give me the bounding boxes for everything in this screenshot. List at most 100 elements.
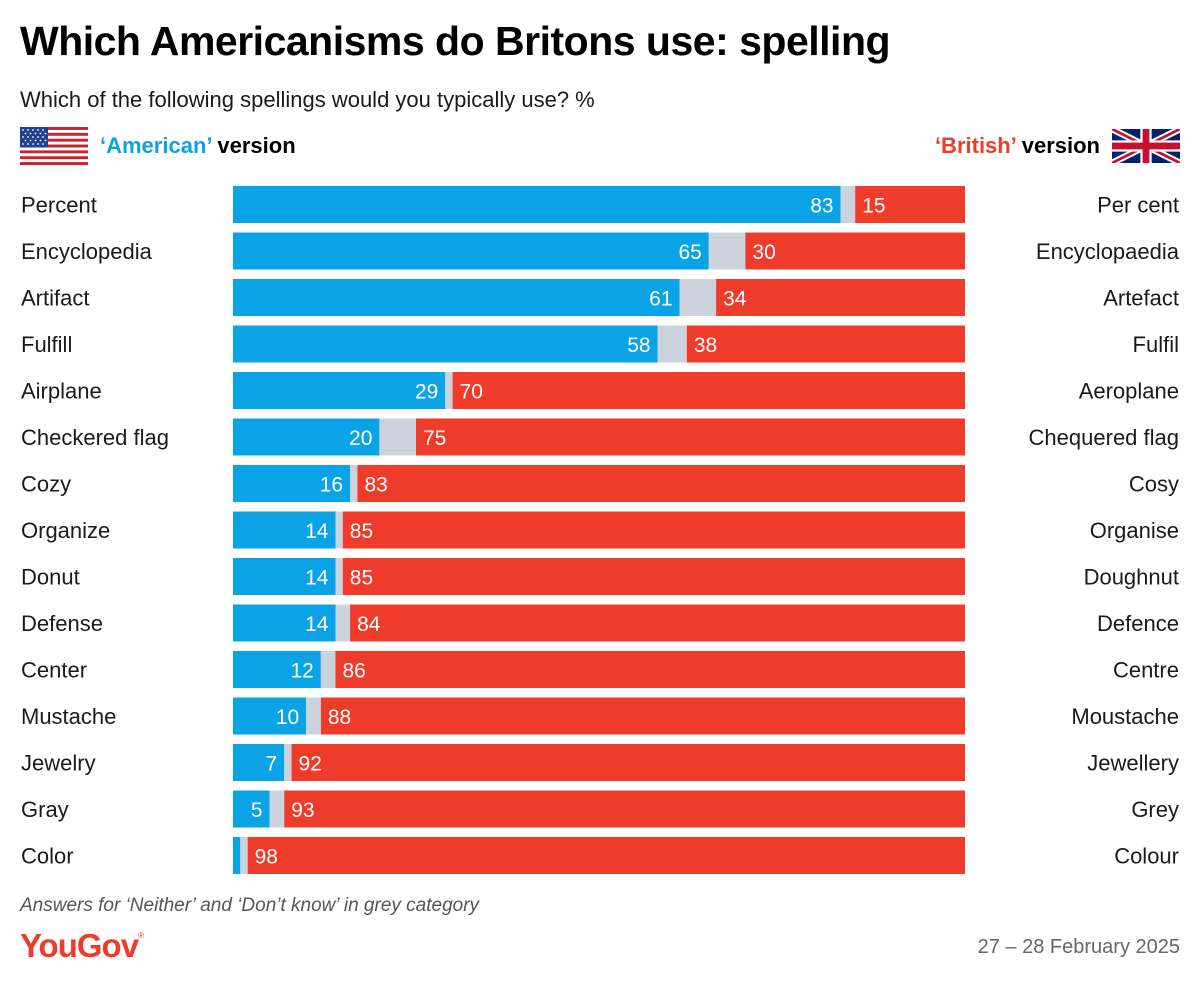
american-bar <box>233 790 270 828</box>
neither-bar <box>657 325 687 363</box>
us-flag-icon <box>20 127 88 165</box>
british-value-label: 86 <box>342 660 365 683</box>
legend-british-rest: version <box>1015 133 1100 158</box>
british-value-label: 85 <box>350 520 373 543</box>
american-value-label: 5 <box>251 799 263 822</box>
british-bar <box>416 418 965 456</box>
american-bar <box>233 418 380 456</box>
neither-bar <box>320 651 336 688</box>
american-value-label: 83 <box>810 195 833 218</box>
legend-american: ‘American’ version <box>20 126 296 166</box>
neither-bar <box>269 790 285 828</box>
neither-bar <box>284 744 292 781</box>
british-value-label: 84 <box>357 613 381 636</box>
british-value-label: 93 <box>291 799 314 822</box>
american-value-label: 29 <box>415 381 438 404</box>
neither-bar <box>306 697 321 735</box>
american-spelling-label: Encyclopedia <box>21 239 153 264</box>
british-spelling-label: Doughnut <box>1084 565 1179 590</box>
british-bar <box>357 465 965 502</box>
american-value-label: 61 <box>649 288 672 311</box>
neither-bar <box>445 372 453 409</box>
american-spelling-label: Percent <box>21 193 97 218</box>
legend-british: ‘British’ version <box>935 126 1180 166</box>
logo-text: YouGov <box>20 927 139 964</box>
american-value-label: 12 <box>290 660 313 683</box>
british-bar <box>745 232 965 270</box>
american-bar <box>233 372 446 409</box>
american-spelling-label: Center <box>21 658 87 683</box>
neither-bar <box>240 837 248 874</box>
british-value-label: 15 <box>862 195 885 218</box>
british-value-label: 92 <box>299 753 322 776</box>
legend-british-quoted: ‘British’ <box>934 133 1016 158</box>
american-bar <box>233 558 336 595</box>
british-value-label: 83 <box>364 474 387 497</box>
american-bar <box>233 186 841 223</box>
british-spelling-label: Grey <box>1131 797 1179 822</box>
british-spelling-label: Fulfil <box>1133 332 1179 357</box>
british-value-label: 85 <box>350 567 373 590</box>
american-bar <box>233 744 285 781</box>
british-spelling-label: Chequered flag <box>1029 425 1179 450</box>
american-value-label: 65 <box>678 241 701 264</box>
american-spelling-label: Artifact <box>21 286 89 311</box>
american-value-label: 14 <box>305 613 329 636</box>
american-spelling-label: Jewelry <box>21 751 96 776</box>
british-value-label: 98 <box>255 846 278 869</box>
british-bar <box>452 372 966 409</box>
american-bar <box>233 279 680 316</box>
american-bar <box>233 604 336 642</box>
british-bar <box>342 511 965 549</box>
british-spelling-label: Colour <box>1114 844 1179 869</box>
american-spelling-label: Checkered flag <box>21 425 169 450</box>
american-spelling-label: Gray <box>21 797 69 822</box>
british-value-label: 38 <box>694 334 717 357</box>
british-value-label: 30 <box>752 241 775 264</box>
british-spelling-label: Moustache <box>1071 704 1179 729</box>
neither-bar <box>679 279 717 316</box>
british-bar <box>320 697 966 735</box>
british-spelling-label: Defence <box>1097 611 1179 636</box>
american-value-label: 10 <box>276 706 299 729</box>
british-bar <box>335 651 966 688</box>
legend-american-quoted: ‘American’ <box>100 133 212 158</box>
american-value-label: 14 <box>305 520 329 543</box>
neither-bar <box>335 558 343 595</box>
neither-bar <box>379 418 416 456</box>
neither-bar <box>335 604 351 642</box>
neither-bar <box>708 232 746 270</box>
american-spelling-label: Cozy <box>21 472 71 497</box>
american-value-label: 16 <box>320 474 343 497</box>
american-value-label: 14 <box>305 567 329 590</box>
legend-american-rest: version <box>211 133 296 158</box>
american-value-label: 58 <box>627 334 650 357</box>
chart-title: Which Americanisms do Britons use: spell… <box>20 18 891 64</box>
uk-flag-icon <box>1112 129 1180 163</box>
american-bar <box>233 697 307 735</box>
british-spelling-label: Artefact <box>1103 286 1179 311</box>
british-value-label: 88 <box>328 706 351 729</box>
neither-bar <box>350 465 358 502</box>
british-spelling-label: Jewellery <box>1087 751 1179 776</box>
british-spelling-label: Per cent <box>1097 193 1179 218</box>
american-spelling-label: Color <box>21 844 74 869</box>
american-value-label: 20 <box>349 427 372 450</box>
fieldwork-date: 27 – 28 February 2025 <box>977 936 1180 958</box>
american-bar <box>233 232 709 270</box>
neither-bar <box>840 186 856 223</box>
british-bar <box>350 604 965 642</box>
yougov-logo: YouGov® <box>20 927 144 965</box>
british-bar <box>716 279 965 316</box>
british-value-label: 34 <box>723 288 747 311</box>
british-bar <box>284 790 965 828</box>
british-spelling-label: Centre <box>1113 658 1179 683</box>
british-spelling-label: Organise <box>1090 518 1179 543</box>
british-spelling-label: Encyclopaedia <box>1036 239 1180 264</box>
american-bar <box>233 511 336 549</box>
british-bar <box>855 186 965 223</box>
american-spelling-label: Fulfill <box>21 332 72 357</box>
american-spelling-label: Airplane <box>21 379 102 404</box>
british-value-label: 75 <box>423 427 446 450</box>
